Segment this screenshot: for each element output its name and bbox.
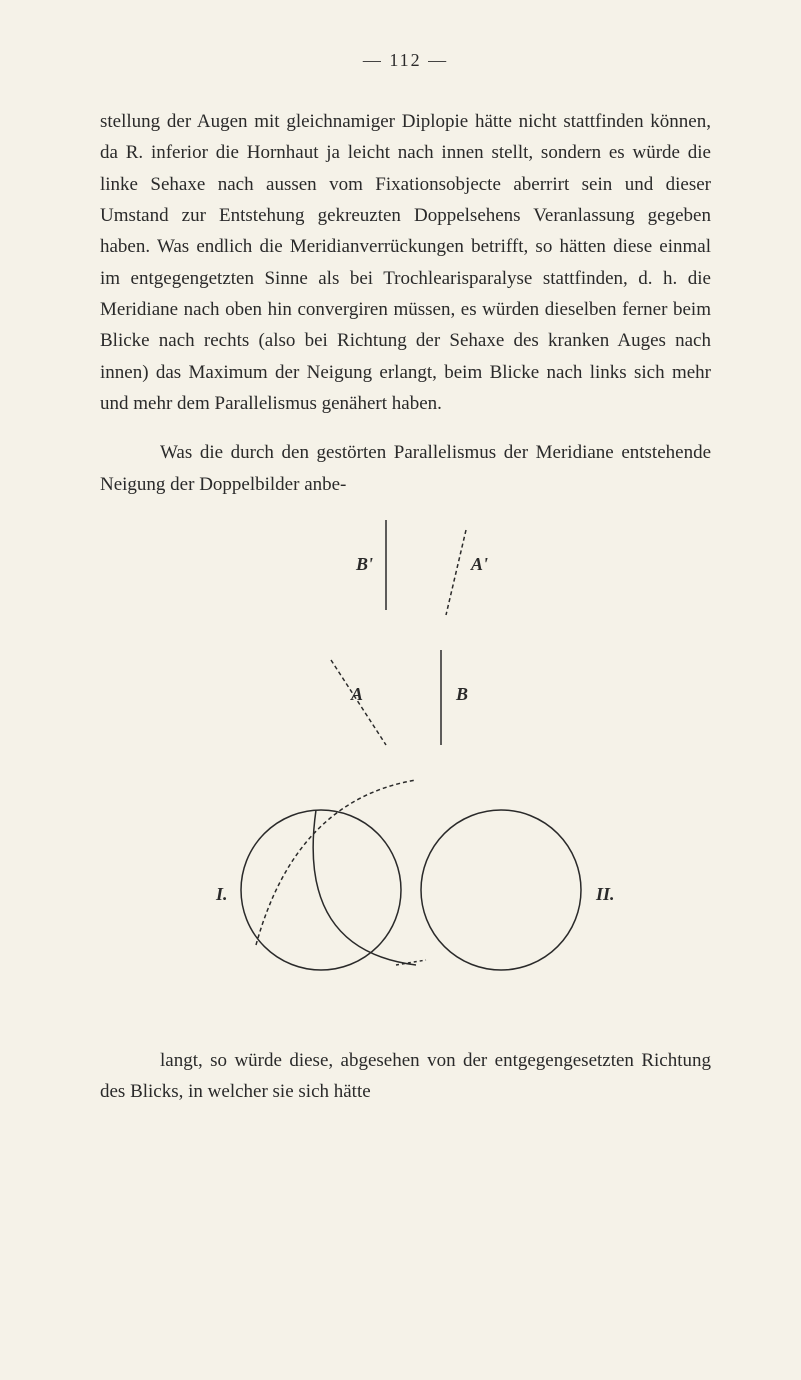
- page-number: — 112 —: [100, 50, 711, 71]
- paragraph-1: stellung der Augen mit gleichnamiger Dip…: [100, 106, 711, 419]
- paragraph-3: langt, so würde diese, abgesehen von der…: [100, 1045, 711, 1108]
- label-a-prime: A': [470, 554, 488, 574]
- paragraph-2: Was die durch den gestörten Parallelismu…: [100, 437, 711, 500]
- label-ii: II.: [595, 884, 615, 904]
- label-b: B: [455, 684, 468, 704]
- label-i: I.: [215, 884, 228, 904]
- top-dotted-line: [446, 530, 466, 615]
- arc-dotted-inner: [256, 780, 416, 945]
- diagram-svg: B' A' A B I. II.: [156, 520, 656, 1020]
- circle-right: [421, 810, 581, 970]
- label-a: A: [350, 684, 363, 704]
- label-b-prime: B': [355, 554, 373, 574]
- circle-left: [241, 810, 401, 970]
- document-page: — 112 — stellung der Augen mit gleichnam…: [0, 0, 801, 1158]
- diagram: B' A' A B I. II.: [156, 520, 656, 1020]
